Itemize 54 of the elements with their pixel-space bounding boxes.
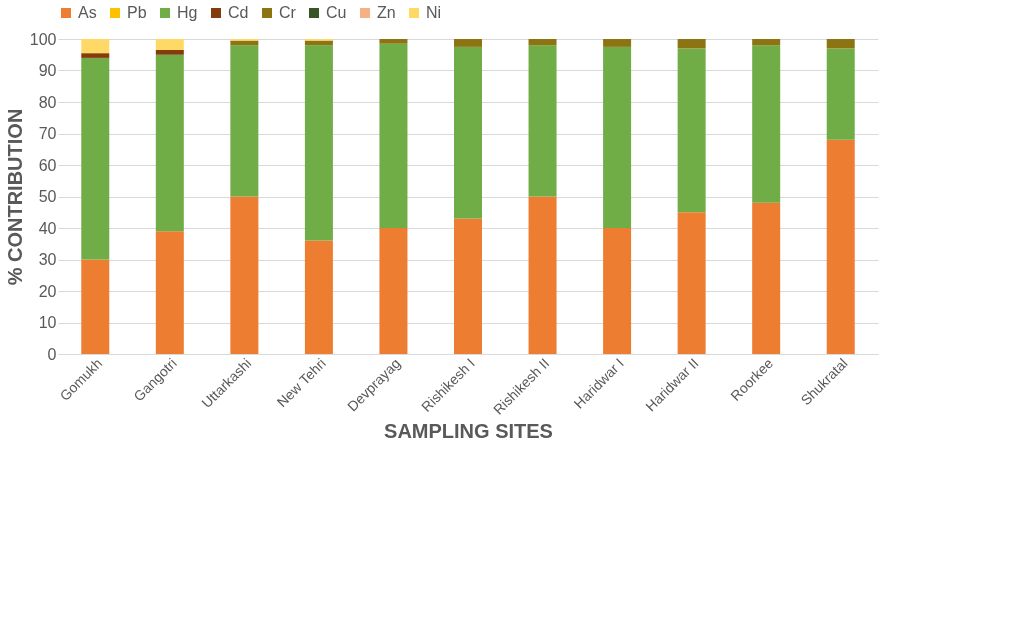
bar	[230, 45, 259, 197]
bar	[677, 48, 706, 213]
bar	[379, 228, 408, 354]
bar	[528, 196, 557, 354]
bar	[677, 212, 706, 354]
y-axis-title: % CONTRIBUTION	[3, 108, 26, 286]
bar	[826, 139, 855, 354]
y-tick-label: 40	[38, 219, 57, 237]
bar	[826, 48, 855, 140]
y-tick-label: 0	[47, 345, 57, 363]
legend-label: Pb	[127, 4, 147, 21]
x-axis-title: SAMPLING SITES	[384, 419, 553, 442]
bar	[379, 43, 408, 228]
legend-label: Cd	[228, 4, 249, 21]
y-tick-label: 60	[38, 156, 57, 174]
bar	[230, 196, 259, 354]
y-tick-label: 20	[38, 282, 57, 300]
y-tick-label: 30	[38, 251, 57, 268]
bar	[752, 202, 781, 354]
bar	[81, 53, 110, 58]
bar	[155, 50, 184, 55]
bar	[81, 259, 110, 354]
bar	[528, 39, 557, 46]
bar	[603, 39, 632, 47]
bar	[155, 39, 184, 51]
bar	[81, 57, 110, 260]
bar	[304, 45, 333, 241]
y-tick-label: 100	[29, 30, 57, 48]
y-tick-label: 70	[38, 125, 57, 142]
bar	[528, 45, 557, 197]
y-tick-label: 90	[38, 62, 57, 79]
bar	[752, 45, 781, 203]
bar	[454, 39, 482, 47]
y-tick-label: 10	[38, 314, 57, 331]
bar	[454, 218, 482, 354]
bar	[155, 54, 184, 232]
legend-label: Cr	[279, 4, 297, 21]
y-tick-label: 50	[38, 188, 57, 205]
bar	[304, 240, 333, 354]
bar	[454, 46, 482, 219]
bar	[677, 39, 706, 49]
legend-label: Zn	[377, 4, 396, 21]
bar	[81, 39, 110, 54]
legend-label: As	[78, 4, 97, 21]
legend-label: Hg	[177, 4, 198, 21]
bar	[826, 39, 855, 49]
legend-label: Cu	[326, 4, 347, 21]
bar	[603, 228, 632, 354]
legend-label: Ni	[426, 4, 442, 21]
bar	[379, 39, 408, 44]
bar	[752, 39, 781, 46]
bar	[155, 231, 184, 354]
y-tick-label: 80	[38, 93, 57, 111]
bar	[603, 46, 632, 228]
